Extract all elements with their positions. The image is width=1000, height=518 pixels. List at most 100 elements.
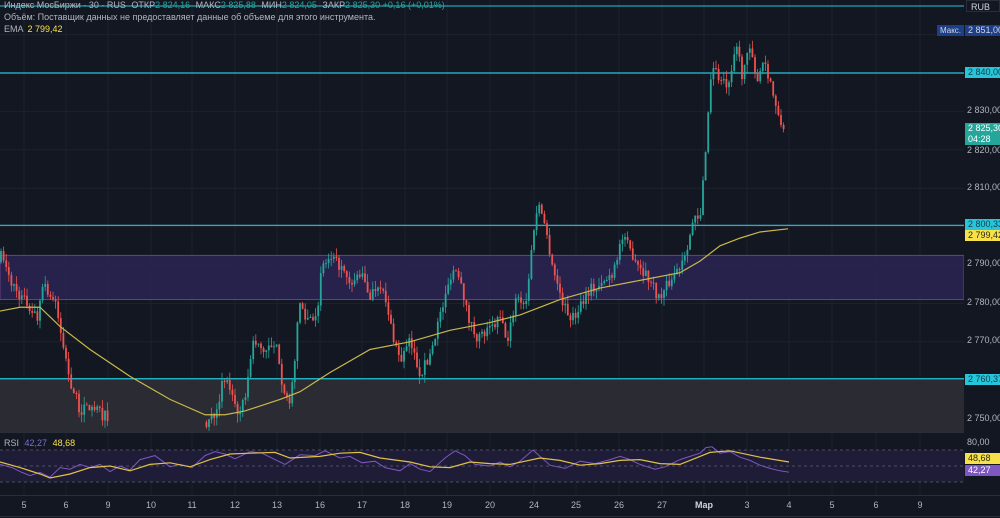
candle-body [605,279,608,282]
candle-body [639,264,642,269]
purple-zone [0,254,965,301]
time-axis-label: 9 [917,500,923,510]
ohlc-legend: Индекс МосБиржи · 30 · RUS ОТКР2 824,16 … [4,0,445,11]
candle-body [26,295,28,306]
currency-button[interactable]: RUB [966,0,1000,12]
candle-body [356,274,359,281]
candle-body [652,282,655,284]
candle-body [252,340,255,360]
time-axis-label: 27 [656,500,668,510]
rsi-legend[interactable]: RSI 42,27 48,68 [4,438,75,449]
candle-body [28,305,31,312]
gray-zone [0,378,964,432]
candle-body [722,78,725,81]
candle-body [569,315,572,321]
candle-body [621,239,624,245]
candle-body [273,346,275,348]
candle-body [358,274,361,277]
candle-body [780,114,782,125]
candle-body [465,300,468,306]
candle-body [551,254,554,265]
candle-body [395,342,398,346]
candle-body [449,279,452,285]
candle-body [707,112,710,153]
candle-body [93,406,96,410]
candle-body [210,413,213,420]
time-axis-bg [0,495,1000,518]
time-axis-label: 10 [145,500,157,510]
candle-body [668,280,671,287]
high-label: МАКС [195,0,221,10]
candle-body [522,302,525,305]
candle-body [468,305,470,323]
candle-body [507,337,509,341]
candle-body [44,284,47,287]
candle-body [65,347,67,359]
candle-body [319,273,322,306]
candle-body [546,223,548,236]
open-value: 2 824,16 [155,0,191,10]
time-axis-label: 17 [356,500,368,510]
candle-body [91,406,93,411]
candle-body [694,215,697,223]
rsi-axis-tick: 80,00 [967,437,990,447]
candle-body [699,215,702,219]
candle-body [626,236,629,241]
rsi-label: RSI [4,438,20,448]
candle-body [475,334,478,342]
candle-body [327,259,330,264]
ema-legend[interactable]: EMA 2 799,42 [4,24,63,35]
candle-body [98,406,101,408]
time-axis-label: 4 [786,500,792,510]
candle-body [57,301,60,319]
candle-body [709,79,712,113]
price-tick: 2 770,00 [967,335,1000,345]
candle-body [335,256,338,258]
volume-note: Объём: Поставщик данных не предоставляет… [4,12,376,22]
candle-body [429,353,431,365]
candle-body [325,263,327,265]
candle-body [369,292,372,300]
candle-body [600,282,603,287]
candle-body [452,270,455,280]
candle-body [291,382,294,404]
candle-body [278,344,281,364]
candle-body [296,322,299,362]
candle-body [613,264,616,278]
candle-body [83,404,86,415]
candle-body [585,292,587,304]
candle-body [345,271,348,277]
candle-body [96,406,99,410]
candle-body [208,419,210,428]
ema-value: 2 799,42 [27,24,63,34]
candle-body [481,331,483,334]
candle-body [715,67,717,69]
candle-body [730,70,733,83]
candle-body [239,411,242,415]
candle-body [566,303,569,316]
candle-body [470,322,473,324]
candle-body [379,287,382,289]
candle-body [676,268,678,275]
candle-body [501,317,504,324]
candle-body [244,397,247,401]
candle-body [579,301,582,312]
candle-body [426,360,429,365]
candle-body [314,315,317,321]
candle-body [13,284,15,286]
candle-body [702,180,704,216]
candle-body [774,95,777,106]
candle-body [403,350,405,362]
candle-body [88,405,91,411]
symbol-title[interactable]: Индекс МосБиржи · 30 · RUS [4,0,126,10]
candle-body [301,303,304,309]
candle-body [78,393,80,413]
candle-body [647,270,650,282]
candle-body [392,323,395,343]
candle-body [746,52,749,65]
candle-body [712,67,715,80]
candle-body [59,318,62,334]
candle-body [275,344,278,347]
candle-body [543,213,546,224]
